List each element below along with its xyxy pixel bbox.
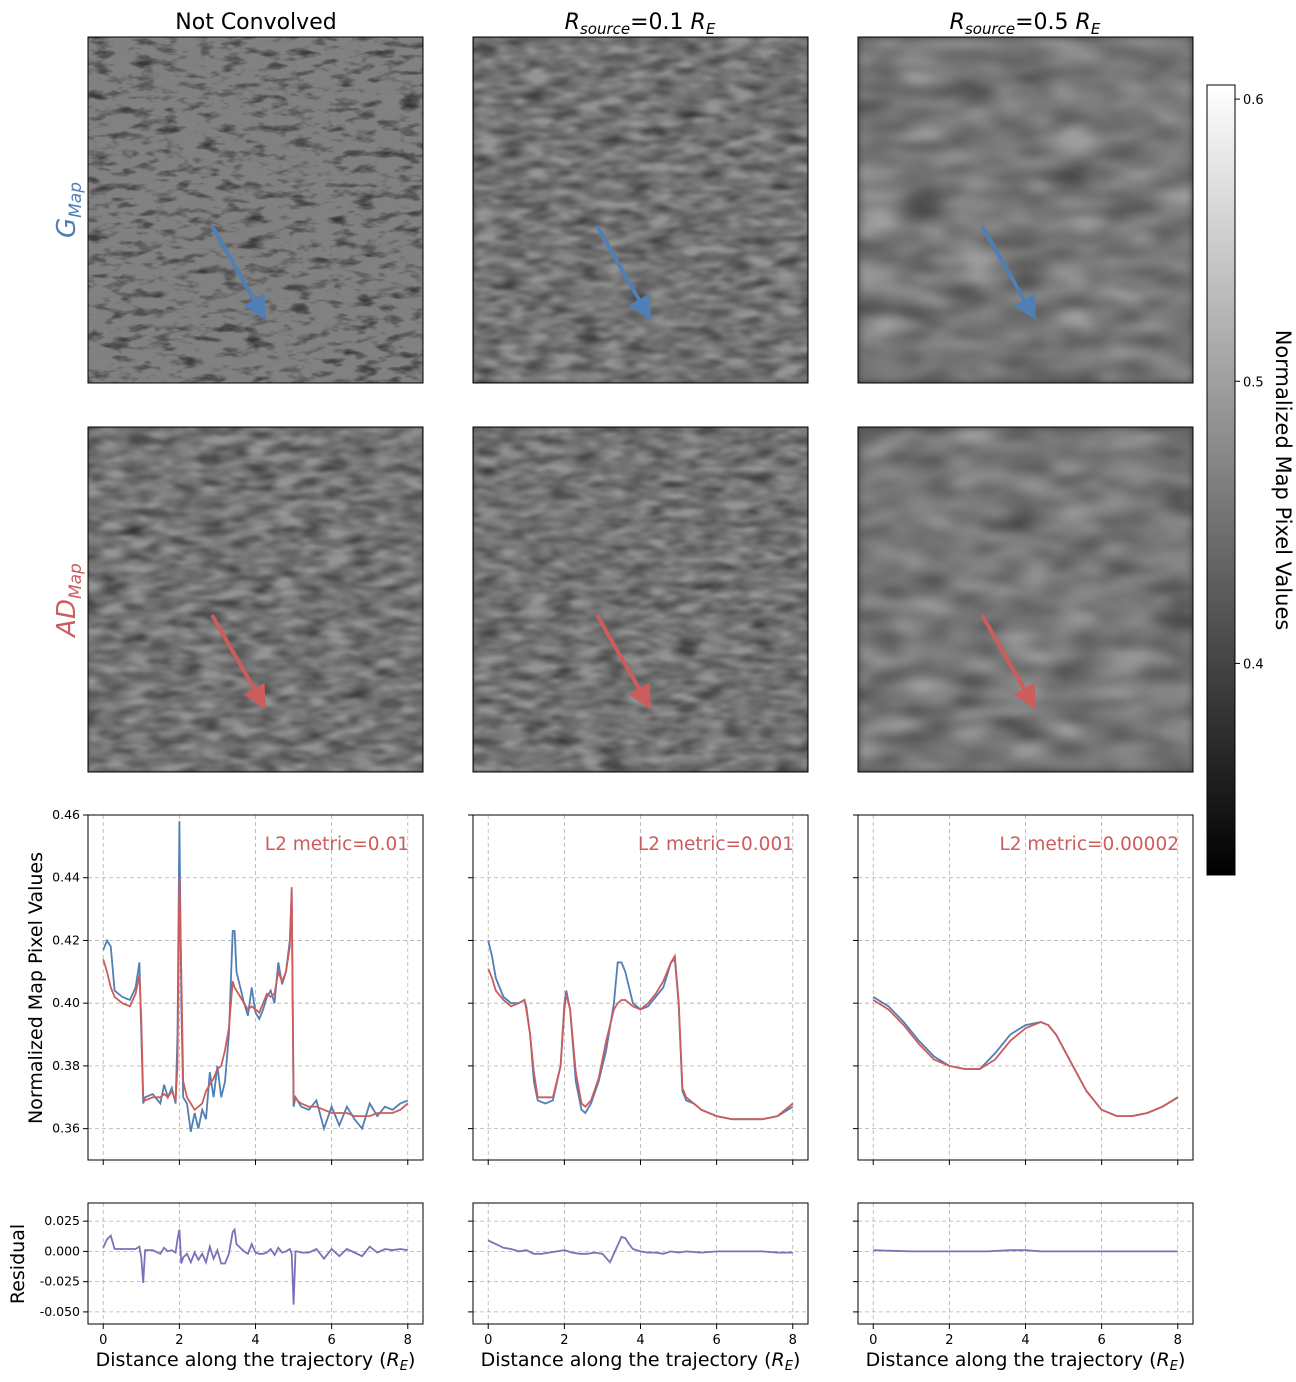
- y-tick-label: -0.025: [40, 1274, 80, 1289]
- col-title-r01-base2: R: [691, 10, 706, 35]
- x-tick-label: 8: [1174, 1333, 1182, 1348]
- x-tick-label: 8: [404, 1333, 412, 1348]
- col-title-not-convolved: Not Convolved: [175, 10, 336, 35]
- l2-metric-annotation: L2 metric=0.001: [638, 834, 794, 855]
- trajectory-arrow-blue: [595, 225, 651, 321]
- trajectory-arrow-red: [210, 614, 266, 710]
- trajectory-arrow-blue: [210, 225, 266, 321]
- col-title-r05: Rsource=0.5 RE: [950, 10, 1101, 38]
- ad-map-series-line: [872, 999, 1179, 1117]
- y-tick-label: 0.38: [52, 1058, 80, 1073]
- plot-frame: [857, 1202, 1194, 1325]
- row-label-ad-base: AD: [52, 599, 82, 639]
- x-tick-label: 2: [945, 1333, 953, 1348]
- x-tick-label: 4: [636, 1333, 644, 1348]
- colorbar-tick-label: 0.5: [1243, 375, 1264, 390]
- x-axis-label: Distance along the trajectory (RE): [866, 1349, 1186, 1374]
- line-plot-panels: 0.46 0.44 0.42 0.40 0.38 0.36 L2 metric=0.01 L2…: [52, 807, 1194, 1165]
- row-label-g-sub: Map: [66, 182, 86, 218]
- y-tick-label: 0.025: [44, 1213, 80, 1228]
- map-ad-r05: [857, 426, 1194, 773]
- x-tick-label: 4: [1021, 1333, 1029, 1348]
- residual-series-line: [873, 1249, 1178, 1253]
- x-tick-label: 6: [712, 1333, 720, 1348]
- residual-panel: 0 2 4 6 8: [853, 1202, 1194, 1348]
- y-tick-label: 0.40: [52, 995, 80, 1010]
- col-title-r05-base: R: [950, 10, 965, 35]
- col-title-r01: Rsource=0.1 RE: [565, 10, 716, 38]
- residual-ylabel: Residual: [7, 1224, 29, 1304]
- y-tick-label: 0.42: [52, 932, 80, 947]
- residual-panel: 0 2 4 6 8: [468, 1202, 809, 1348]
- residual-panel: 0 2 4 6 8 0.025 0.000 -0.025 -0.050: [40, 1202, 424, 1348]
- x-tick-label: 0: [869, 1333, 877, 1348]
- plot-frame: [87, 1202, 424, 1325]
- colorbar: 0.6 0.5 0.4 Normalized Map Pixel Values: [1206, 84, 1295, 876]
- ad-map-series-line: [487, 953, 794, 1121]
- trajectory-arrow-red: [980, 614, 1036, 710]
- x-tick-label: 2: [175, 1333, 183, 1348]
- x-axis-label: Distance along the trajectory (RE): [96, 1349, 416, 1374]
- main-ylabel: Normalized Map Pixel Values: [25, 852, 47, 1124]
- y-tick-label: 0.36: [52, 1121, 80, 1136]
- y-tick-label: -0.050: [40, 1304, 80, 1319]
- col-title-r05-sub: source: [965, 20, 1015, 38]
- x-tick-label: 6: [327, 1333, 335, 1348]
- x-tick-label: 0: [99, 1333, 107, 1348]
- residual-series-line: [102, 1227, 408, 1305]
- trajectory-arrow-red: [595, 614, 651, 710]
- trajectory-arrow-blue: [980, 225, 1036, 321]
- map-g-r05: [857, 36, 1194, 384]
- x-tick-label: 6: [1097, 1333, 1105, 1348]
- y-tick-label: 0.46: [52, 807, 80, 822]
- col-title-r05-base2: R: [1076, 10, 1091, 35]
- colorbar-label: Normalized Map Pixel Values: [1271, 330, 1295, 631]
- plot-frame: [857, 814, 1194, 1161]
- map-ad-not-convolved: [87, 426, 424, 773]
- map-ad-r01: [472, 426, 809, 773]
- residual-series-line: [487, 1235, 793, 1264]
- map-g-not-convolved: [87, 36, 424, 384]
- plot-frame: [472, 1202, 809, 1325]
- x-tick-label: 0: [484, 1333, 492, 1348]
- plot-frame: [472, 814, 809, 1161]
- colorbar-tick-label: 0.4: [1243, 657, 1264, 672]
- x-tick-label: 4: [251, 1333, 259, 1348]
- col-title-r01-sub2: E: [706, 20, 716, 38]
- y-tick-label: 0.000: [44, 1243, 80, 1258]
- col-title-r05-mid: =0.5: [1015, 10, 1075, 35]
- col-title-r01-mid: =0.1: [630, 10, 690, 35]
- x-tick-label: 2: [560, 1333, 568, 1348]
- col-title-r05-sub2: E: [1091, 20, 1101, 38]
- map-g-r01: [472, 36, 809, 384]
- row-label-ad-sub: Map: [66, 563, 86, 599]
- ad-map-series-line: [102, 877, 409, 1117]
- y-tick-label: 0.44: [52, 870, 80, 885]
- x-axis-label: Distance along the trajectory (RE): [481, 1349, 801, 1374]
- main-panel: L2 metric=0.00002: [853, 814, 1194, 1165]
- residual-plot-panels: 0 2 4 6 8 0.025 0.000 -0.025 -0.050 0 2 4 6 8 0 2 4 6 8: [40, 1202, 1194, 1348]
- x-tick-label: 8: [789, 1333, 797, 1348]
- main-panel: 0.46 0.44 0.42 0.40 0.38 0.36 L2 metric=0.01: [52, 807, 424, 1165]
- row-label-g-base: G: [52, 218, 82, 238]
- col-title-r01-sub: source: [580, 20, 630, 38]
- l2-metric-annotation: L2 metric=0.01: [265, 834, 409, 855]
- plot-frame: [87, 814, 424, 1161]
- x-axis-labels: Distance along the trajectory (RE) Distan…: [96, 1349, 1186, 1374]
- colorbar-ticks: 0.6 0.5 0.4: [1235, 93, 1264, 672]
- main-panel: L2 metric=0.001: [468, 814, 809, 1165]
- l2-metric-annotation: L2 metric=0.00002: [999, 834, 1179, 855]
- row-label-ad-map: ADMap: [52, 563, 86, 639]
- colorbar-tick-label: 0.6: [1243, 93, 1264, 108]
- col-title-r01-base: R: [565, 10, 580, 35]
- row-label-g-map: GMap: [52, 182, 86, 238]
